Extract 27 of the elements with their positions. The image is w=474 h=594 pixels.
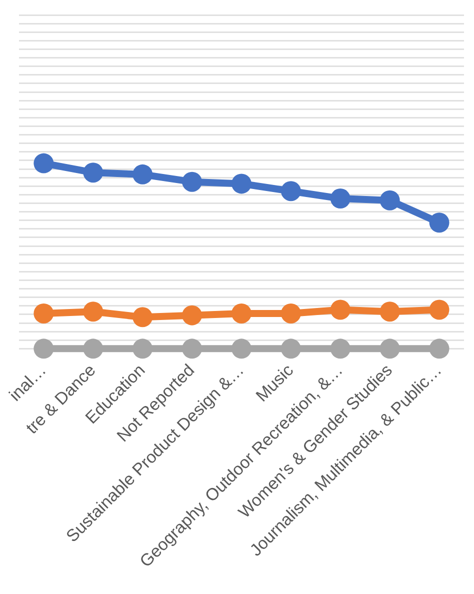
point [231, 303, 252, 324]
point [182, 305, 202, 326]
point [231, 338, 252, 359]
point [280, 303, 301, 324]
point [380, 302, 400, 322]
point [429, 300, 450, 320]
point [380, 338, 400, 359]
point [231, 174, 252, 194]
point [83, 338, 104, 359]
point [34, 338, 54, 359]
point [330, 188, 350, 209]
point [380, 190, 400, 210]
point [429, 212, 450, 233]
point [330, 300, 350, 320]
point [182, 338, 202, 359]
point [132, 307, 153, 328]
point [330, 338, 350, 359]
point [132, 164, 153, 184]
point [280, 338, 301, 359]
point [182, 172, 202, 192]
point [34, 303, 54, 324]
point [280, 181, 301, 202]
point [429, 338, 450, 359]
point [34, 153, 54, 174]
point [83, 162, 104, 183]
point [83, 302, 104, 322]
point [132, 338, 153, 359]
